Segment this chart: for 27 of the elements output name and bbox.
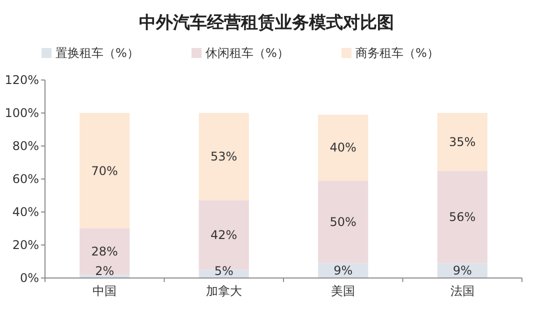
data-label: 9%	[334, 264, 353, 278]
ytick: 0%	[20, 271, 39, 285]
xtick: 加拿大	[206, 284, 242, 298]
ytick: 60%	[12, 172, 39, 186]
data-label: 28%	[91, 244, 118, 259]
data-label: 53%	[210, 150, 238, 164]
legend-label: 置换租车（%）	[56, 46, 139, 60]
ytick: 100%	[4, 106, 39, 120]
title: 中外汽车经营租赁业务模式对比图	[139, 13, 394, 33]
ytick: 20%	[12, 238, 39, 252]
data-label: 70%	[91, 164, 118, 178]
legend-label: 休闲租车（%）	[206, 46, 289, 60]
xtick: 美国	[331, 284, 356, 298]
data-label: 9%	[452, 264, 472, 278]
ytick: 120%	[4, 73, 39, 87]
data-label: 56%	[449, 210, 476, 224]
ytick: 80%	[12, 139, 39, 153]
data-label: 50%	[330, 214, 356, 229]
xtick: 法国	[450, 284, 474, 298]
data-label: 42%	[210, 228, 238, 242]
xtick: 中国	[92, 284, 117, 298]
data-label: 5%	[214, 264, 234, 278]
ytick: 40%	[12, 205, 39, 219]
legend-label: 商务租车（%）	[356, 46, 439, 60]
data-label: 40%	[330, 140, 356, 155]
data-label: 35%	[449, 134, 476, 149]
data-label: 2%	[95, 264, 114, 278]
